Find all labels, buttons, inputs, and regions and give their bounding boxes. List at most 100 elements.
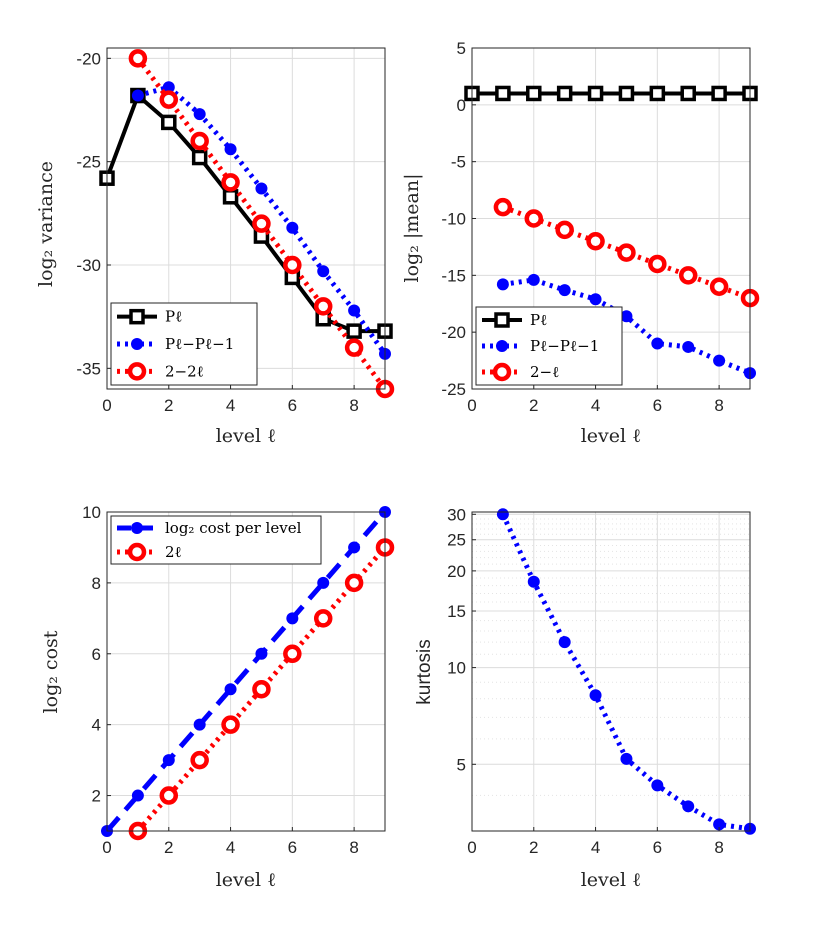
variance-series-0-marker <box>346 323 362 339</box>
kurtosis-xlabel: level ℓ <box>581 869 642 891</box>
cost-y-tick-label: 8 <box>92 574 101 593</box>
variance-legend-label-0: Pℓ <box>165 308 182 326</box>
mean-x-tick-label: 8 <box>714 396 723 415</box>
variance-series-0-line <box>105 93 385 334</box>
cost-series-1-marker <box>190 750 209 770</box>
kurtosis-x-tick-label: 6 <box>653 838 662 857</box>
cost-series-0-marker <box>131 789 144 802</box>
cost-series-1-marker <box>313 609 333 628</box>
mean-legend-marker-2 <box>492 362 512 382</box>
cost-series-0-marker <box>162 754 175 767</box>
mean-series-0-marker <box>495 85 511 102</box>
kurtosis-x-tick-label: 0 <box>467 838 476 857</box>
mean-series-2-marker <box>586 231 605 251</box>
mean-legend-label-0: Pℓ <box>530 311 547 329</box>
mean-series-0-marker <box>649 85 666 102</box>
cost-series-0-line <box>105 510 387 833</box>
variance-series-1-marker <box>193 108 206 121</box>
cost-legend-marker-0 <box>131 522 143 534</box>
kurtosis-y-tick-label: 5 <box>457 755 466 774</box>
cost-series-0-marker <box>348 541 361 554</box>
panel-kurtosis: 0 2 4 6 8 5 10 15 20 25 30 level ℓ kurtosis <box>414 505 756 891</box>
cost-x-tick-label: 2 <box>164 838 173 857</box>
mean-legend-label-2: 2−ℓ <box>530 363 559 381</box>
cost-x-tick-label: 0 <box>102 838 111 857</box>
mean-series-1-line <box>502 277 751 376</box>
variance-series-2-marker <box>283 255 302 275</box>
mean-series-0-marker <box>526 85 542 102</box>
variance-y-tick-label: -25 <box>76 153 101 172</box>
mean-series-2-marker <box>524 209 544 228</box>
cost-y-tick-label: 10 <box>82 503 101 522</box>
variance-series-2-marker <box>128 49 148 68</box>
kurtosis-series-0-marker <box>713 818 726 831</box>
mean-series-1-marker <box>620 310 633 323</box>
mean-legend-label-1: Pℓ−Pℓ−1 <box>530 337 599 355</box>
variance-series-2-line <box>135 56 388 391</box>
variance-series-2-marker <box>159 90 179 109</box>
mean-plot-layer: 0 2 4 6 8 -25 -20 -15 -10 -5 0 5 Pℓ Pℓ−Pℓ−1 2−ℓ <box>441 39 760 415</box>
variance-series-1-marker <box>255 182 268 195</box>
mean-legend-marker-1 <box>496 340 508 352</box>
kurtosis-series-0-marker <box>620 752 633 765</box>
mean-series-1-marker <box>713 354 726 367</box>
mean-series-1-marker <box>651 337 664 350</box>
mean-y-tick-label: 0 <box>457 96 466 115</box>
variance-y-tick-label: -30 <box>76 256 101 275</box>
mean-y-tick-label: -10 <box>441 210 466 229</box>
variance-legend-label-2: 2−2ℓ <box>165 362 204 380</box>
cost-legend-label-1: 2ℓ <box>165 543 182 561</box>
mean-series-0-marker <box>618 85 635 102</box>
kurtosis-x-tick-label: 2 <box>529 838 538 857</box>
variance-series-0-marker <box>222 189 239 205</box>
kurtosis-x-tick-label: 8 <box>714 838 723 857</box>
mean-series-1-marker <box>682 340 695 353</box>
kurtosis-axis-box <box>471 511 751 832</box>
variance-y-tick-label: -35 <box>76 359 101 378</box>
kurtosis-series-0-marker <box>558 636 571 649</box>
mean-series-2-marker <box>678 266 698 285</box>
variance-plot-layer: 0 2 4 6 8 -35 -30 -25 -20 Pℓ Pℓ−Pℓ−1 2−2ℓ <box>76 47 395 415</box>
variance-series-1-marker <box>286 221 299 234</box>
mean-y-tick-label: -20 <box>441 323 466 342</box>
kurtosis-series-0-marker <box>682 800 695 813</box>
mean-y-tick-label: 5 <box>457 39 466 58</box>
cost-plot-layer: 0 2 4 6 8 2 4 6 8 10 log₂ cost per level 2ℓ <box>82 503 395 857</box>
variance-series-0-marker <box>191 149 208 166</box>
mean-series-2-marker <box>648 254 667 274</box>
mean-series-2-marker <box>617 243 636 262</box>
variance-series-1-marker <box>224 143 237 156</box>
variance-ylabel: log₂ variance <box>35 161 57 287</box>
mean-series-2-marker <box>493 197 513 217</box>
cost-series-1-marker <box>159 786 179 805</box>
variance-series-2-marker <box>221 173 240 192</box>
kurtosis-plot-layer: 0 2 4 6 8 5 10 15 20 25 30 <box>447 505 756 857</box>
variance-xlabel: level ℓ <box>216 425 277 447</box>
cost-legend-label-0: log₂ cost per level <box>165 519 302 537</box>
variance-series-2-marker <box>344 338 364 357</box>
variance-x-tick-label: 4 <box>226 396 235 415</box>
mean-series-0-marker <box>587 85 604 102</box>
cost-series-0-marker <box>193 718 206 731</box>
cost-xlabel: level ℓ <box>216 869 277 891</box>
mean-x-tick-label: 4 <box>591 396 600 415</box>
variance-legend-label-1: Pℓ−Pℓ−1 <box>165 335 234 353</box>
variance-legend-marker-2 <box>127 362 147 381</box>
mean-series-2-marker <box>709 277 729 296</box>
cost-legend: log₂ cost per level 2ℓ <box>110 515 322 565</box>
kurtosis-y-tick-label: 20 <box>447 562 466 581</box>
variance-legend-marker-0 <box>129 308 145 325</box>
variance-x-tick-label: 0 <box>102 396 111 415</box>
kurtosis-ylabel: kurtosis <box>414 639 435 704</box>
mean-legend: Pℓ Pℓ−Pℓ−1 2−ℓ <box>475 306 623 386</box>
cost-series-0-marker <box>255 647 268 660</box>
cost-series-1-line <box>136 545 387 833</box>
cost-legend-marker-1 <box>127 542 147 562</box>
variance-series-1-marker <box>348 304 361 317</box>
variance-legend-marker-1 <box>131 338 143 350</box>
cost-y-tick-label: 2 <box>92 787 101 806</box>
kurtosis-series-0-marker <box>496 508 509 521</box>
mean-series-0-marker <box>680 85 696 102</box>
cost-series-1-marker <box>283 644 302 664</box>
cost-series-0-marker <box>286 612 299 625</box>
